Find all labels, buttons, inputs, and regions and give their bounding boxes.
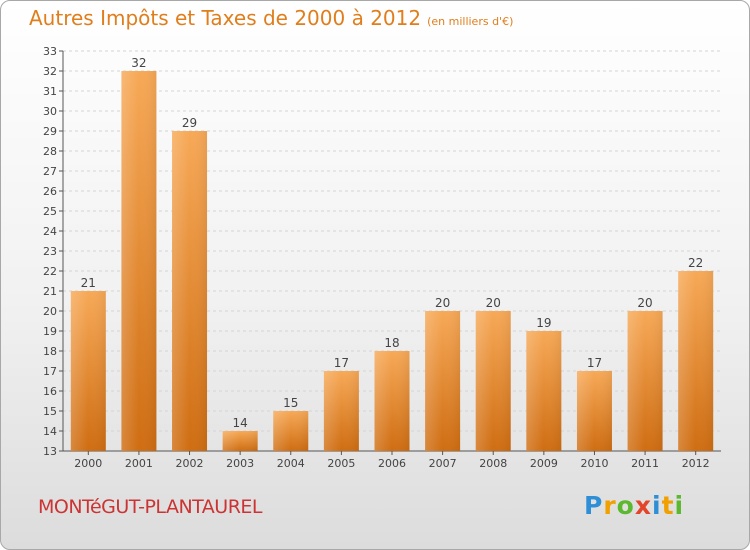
x-tick-label: 2002: [176, 457, 204, 470]
x-tick-label: 2007: [429, 457, 457, 470]
bar-highlight: [323, 371, 359, 451]
x-tick-label: 2004: [277, 457, 305, 470]
x-tick-label: 2005: [327, 457, 355, 470]
y-tick-label: 23: [43, 245, 57, 258]
bar-value-label: 15: [283, 396, 298, 410]
x-tick-label: 2003: [226, 457, 254, 470]
x-tick-label: 2001: [125, 457, 153, 470]
x-tick-label: 2008: [479, 457, 507, 470]
x-tick-label: 2010: [580, 457, 608, 470]
bar-value-label: 20: [486, 296, 501, 310]
y-tick-label: 20: [43, 305, 57, 318]
y-tick-label: 27: [43, 165, 57, 178]
labels: 13 14 15 16 17 18 19 20 21 22 23 24 25 26 27 28 29 30 31 32…: [43, 45, 710, 470]
bar-highlight: [678, 271, 714, 451]
logo-letter: P: [584, 491, 604, 520]
x-tick-label: 2011: [631, 457, 659, 470]
bar-highlight: [627, 311, 663, 451]
bar-value-label: 20: [637, 296, 652, 310]
bar-value-label: 29: [182, 116, 197, 130]
logo-letter: r: [603, 491, 617, 520]
bar-highlight: [172, 131, 208, 451]
x-tick-label: 2006: [378, 457, 406, 470]
bar-value-label: 17: [587, 356, 602, 370]
bar-highlight: [475, 311, 511, 451]
y-tick-label: 17: [43, 365, 57, 378]
bar-highlight: [425, 311, 461, 451]
chart-title: Autres Impôts et Taxes de 2000 à 2012 (en…: [29, 6, 513, 30]
bar-value-label: 21: [81, 276, 96, 290]
x-tick-label: 2012: [682, 457, 710, 470]
logo-letter: x: [634, 491, 652, 520]
y-tick-label: 33: [43, 45, 57, 58]
bar-highlight: [121, 71, 157, 451]
y-tick-label: 13: [43, 445, 57, 458]
x-tick-label: 2009: [530, 457, 558, 470]
y-tick-label: 16: [43, 385, 57, 398]
bar-value-label: 18: [384, 336, 399, 350]
x-tick-label: 2000: [74, 457, 102, 470]
y-tick-label: 14: [43, 425, 57, 438]
commune-name: MONTéGUT-PLANTAUREL: [38, 496, 263, 518]
bar-value-label: 14: [233, 416, 248, 430]
bar-highlight: [70, 291, 106, 451]
bar-value-label: 22: [688, 256, 703, 270]
logo-letter: i: [652, 491, 662, 520]
chart-title-text: Autres Impôts et Taxes de 2000 à 2012: [29, 6, 422, 30]
proxiti-logo[interactable]: Proxiti: [584, 491, 684, 520]
bars: [70, 71, 714, 451]
bar-value-label: 20: [435, 296, 450, 310]
y-tick-label: 31: [43, 85, 57, 98]
logo-letter: o: [616, 491, 635, 520]
logo-letter: i: [674, 491, 685, 520]
y-tick-label: 30: [43, 105, 57, 118]
bar-highlight: [576, 371, 612, 451]
chart-unit: (en milliers d'€): [427, 15, 514, 28]
y-tick-label: 24: [43, 225, 57, 238]
y-tick-label: 29: [43, 125, 57, 138]
y-tick-label: 18: [43, 345, 57, 358]
bar-highlight: [374, 351, 410, 451]
bar-highlight: [273, 411, 309, 451]
y-tick-label: 21: [43, 285, 57, 298]
y-tick-label: 26: [43, 185, 57, 198]
bar-value-label: 32: [131, 56, 146, 70]
bar-highlight: [526, 331, 562, 451]
bar-value-label: 17: [334, 356, 349, 370]
bar-highlight: [222, 431, 258, 451]
y-tick-label: 22: [43, 265, 57, 278]
y-tick-label: 25: [43, 205, 57, 218]
y-tick-label: 19: [43, 325, 57, 338]
logo-letter: t: [661, 491, 675, 520]
y-tick-label: 28: [43, 145, 57, 158]
y-tick-label: 15: [43, 405, 57, 418]
bar-value-label: 19: [536, 316, 551, 330]
y-tick-label: 32: [43, 65, 57, 78]
